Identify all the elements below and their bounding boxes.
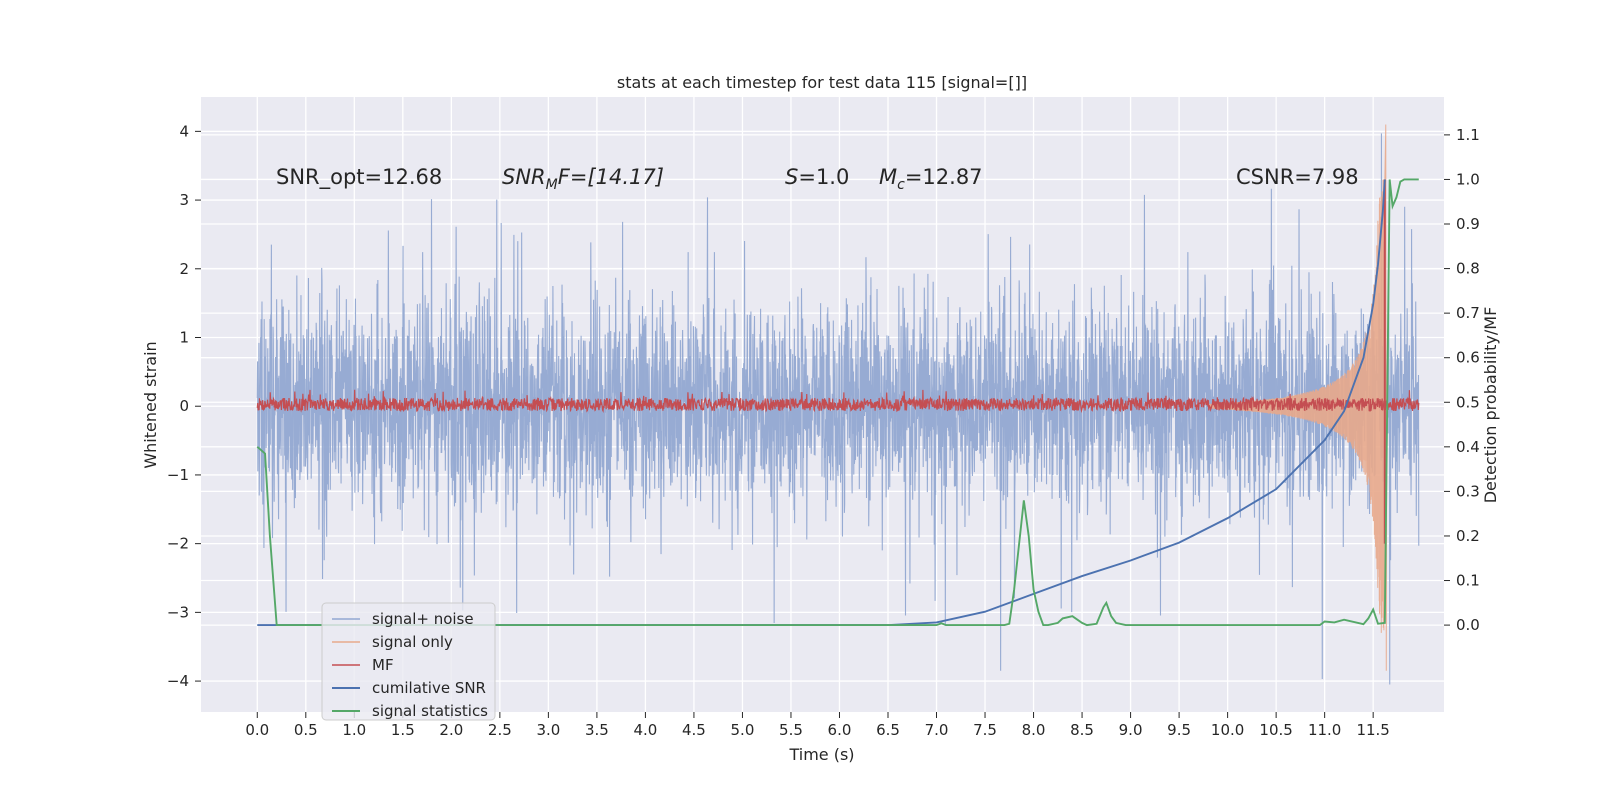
- x-tick-label-6: 3.0: [536, 721, 560, 739]
- x-tick-label-16: 8.0: [1022, 721, 1046, 739]
- legend-label-signal-statistics: signal statistics: [372, 702, 488, 720]
- line-signal-statistics: [256, 178, 1419, 627]
- y-left-tick-label-8: 4: [179, 122, 189, 140]
- y-right-tick-label-1: 0.1: [1456, 572, 1480, 590]
- line-mf: [256, 389, 1420, 414]
- x-tick-label-13: 6.5: [876, 721, 900, 739]
- y-right-tick-label-7: 0.7: [1456, 304, 1480, 322]
- annotation-snr-mf-rest: F=[14.17]: [558, 165, 664, 189]
- y-left-tick-label-2: −2: [167, 535, 189, 553]
- y-right-tick-label-6: 0.6: [1456, 349, 1480, 367]
- annotation-mc-value: Mc=12.87: [879, 165, 983, 193]
- line-cumilative-snr: [257, 179, 1386, 627]
- annotation-snr-opt: SNR_opt=12.68: [276, 165, 442, 190]
- x-tick-label-11: 5.5: [779, 721, 803, 739]
- y-left-tick-label-6: 2: [179, 260, 189, 278]
- x-tick-label-20: 10.0: [1211, 721, 1244, 739]
- y-left-tick-label-7: 3: [179, 191, 189, 209]
- y-right-tick-label-8: 0.8: [1456, 260, 1480, 278]
- x-tick-label-8: 4.0: [633, 721, 657, 739]
- y-axis-right-label: Detection probability/MF: [1481, 307, 1500, 504]
- annotation-snr-mf: SNRMF=[14.17]: [502, 165, 664, 193]
- y-axis-left-label: Whitened strain: [141, 341, 160, 468]
- line-signal-noise: [256, 133, 1420, 685]
- y-right-tick-label-11: 1.1: [1456, 126, 1480, 144]
- series-signal-noise: [256, 133, 1420, 685]
- annotation-mc-rest: =12.87: [905, 165, 983, 189]
- x-tick-label-5: 2.5: [488, 721, 512, 739]
- x-axis-ticks: 0.0 0.5 1.0 1.5 2.0 2.5 3.0 3.5 4.0 4.5 5.0 5.5 6.0 6…: [245, 712, 1390, 739]
- y-left-tick-label-4: 0: [179, 397, 189, 415]
- x-tick-label-18: 9.0: [1119, 721, 1143, 739]
- annotation-mc-sub: c: [897, 177, 905, 193]
- x-tick-label-10: 5.0: [731, 721, 755, 739]
- y-right-tick-label-2: 0.2: [1456, 527, 1480, 545]
- x-tick-label-3: 1.5: [391, 721, 415, 739]
- y-left-tick-label-3: −1: [167, 466, 189, 484]
- x-tick-label-1: 0.5: [294, 721, 318, 739]
- y-left-tick-label-5: 1: [179, 329, 189, 347]
- x-tick-label-9: 4.5: [682, 721, 706, 739]
- y-right-tick-label-5: 0.5: [1456, 393, 1480, 411]
- y-left-tick-label-1: −3: [167, 603, 189, 621]
- legend-label-signal-noise: signal+ noise: [372, 610, 474, 628]
- y-axis-left-ticks: −4 −3 −2 −1 0 1 2 3 4: [167, 122, 201, 690]
- y-right-tick-label-10: 1.0: [1456, 170, 1480, 188]
- x-tick-label-22: 11.0: [1308, 721, 1341, 739]
- x-tick-label-4: 2.0: [439, 721, 463, 739]
- legend: signal+ noise signal only MF cumilative SNR…: [321, 602, 496, 721]
- annotation-csnr: CSNR=7.98: [1236, 165, 1359, 189]
- annotations: SNR_opt=12.68 SNRMF=[14.17] S=1.0 Mc=12.…: [276, 165, 1359, 193]
- annotation-snr-mf-sub: M: [546, 177, 558, 193]
- x-tick-label-12: 6.0: [828, 721, 852, 739]
- x-tick-label-14: 7.0: [925, 721, 949, 739]
- y-right-tick-label-9: 0.9: [1456, 215, 1480, 233]
- series-mf: [256, 179, 1420, 544]
- legend-label-cumilative-snr: cumilative SNR: [372, 679, 486, 697]
- y-right-tick-label-0: 0.0: [1456, 616, 1480, 634]
- annotation-s-rest: =1.0: [798, 165, 849, 189]
- y-left-tick-label-0: −4: [167, 672, 189, 690]
- legend-box: [321, 602, 496, 721]
- annotation-snr-mf-main: SNR: [502, 165, 546, 189]
- x-tick-label-15: 7.5: [973, 721, 997, 739]
- x-tick-label-0: 0.0: [245, 721, 269, 739]
- x-tick-label-23: 11.5: [1356, 721, 1389, 739]
- x-tick-label-2: 1.0: [342, 721, 366, 739]
- right-axis-series: [256, 178, 1419, 627]
- x-tick-label-21: 10.5: [1259, 721, 1292, 739]
- x-axis-label: Time (s): [788, 745, 854, 764]
- x-tick-label-17: 8.5: [1070, 721, 1094, 739]
- annotation-mc-main: M: [879, 165, 897, 189]
- y-axis-right-ticks: 0.0 0.1 0.2 0.3 0.4 0.5 0.6 0.7 0.8 0.9 1.0 1.1: [1444, 126, 1480, 634]
- x-tick-label-19: 9.5: [1167, 721, 1191, 739]
- legend-label-mf: MF: [372, 656, 394, 674]
- chart-title: stats at each timestep for test data 115…: [617, 73, 1027, 92]
- annotation-s-main: S: [785, 165, 798, 189]
- y-right-tick-label-4: 0.4: [1456, 438, 1480, 456]
- legend-label-signal-only: signal only: [372, 633, 453, 651]
- y-right-tick-label-3: 0.3: [1456, 482, 1480, 500]
- x-tick-label-7: 3.5: [585, 721, 609, 739]
- annotation-s-value: S=1.0: [785, 165, 849, 189]
